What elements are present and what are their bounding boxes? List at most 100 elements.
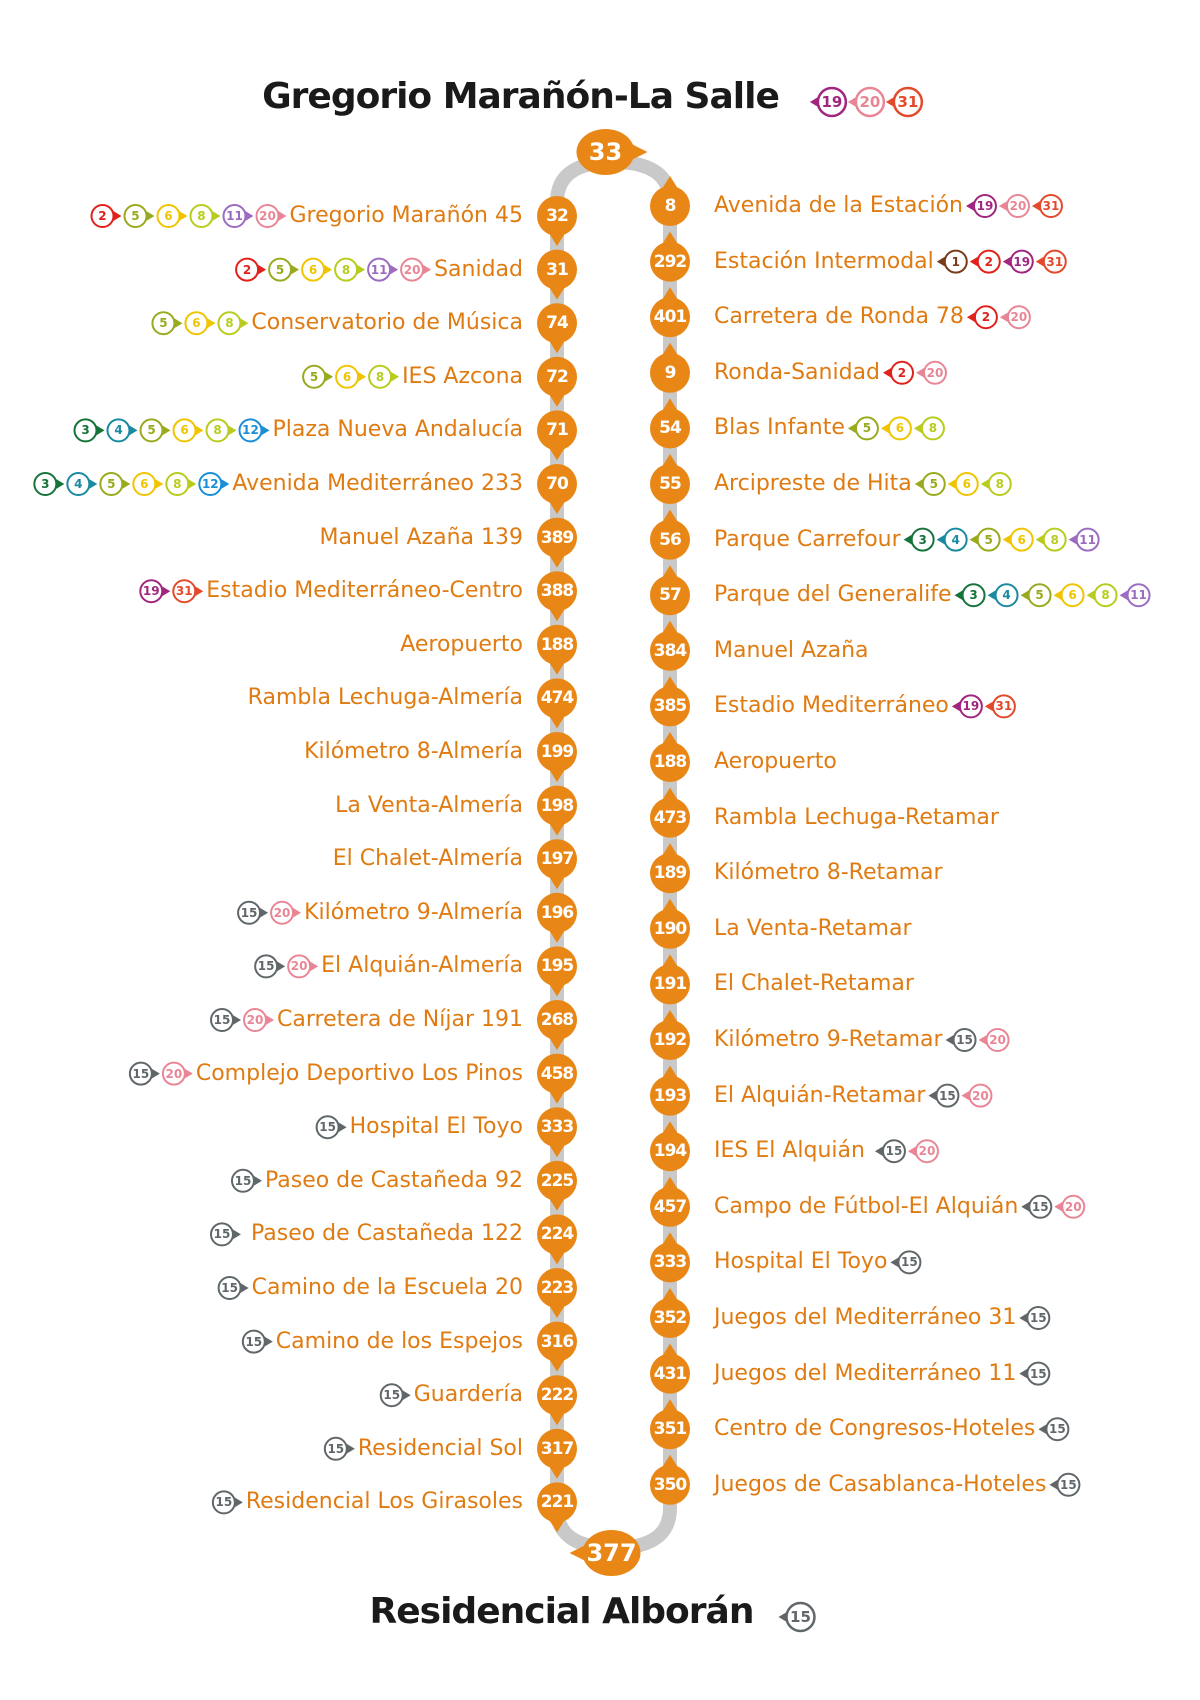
line-number: 6 [895,421,905,436]
stop-code: 473 [653,807,688,828]
line-3-badge [33,472,65,496]
line-8-badge [980,472,1012,496]
line-number: 5 [309,369,319,384]
stop-pin [537,517,577,568]
line-number: 31 [1046,254,1064,269]
line-2-badge [90,204,122,228]
stop-pin [537,892,577,943]
stop-pin [537,410,577,461]
stop-code: 225 [540,1170,575,1191]
line-number: 5 [131,209,140,223]
stop-code: 192 [653,1030,688,1050]
line-15-badge [1021,1194,1053,1219]
line-number: 15 [234,1173,252,1188]
stop-code: 350 [653,1474,688,1495]
stop-pin [650,1232,690,1283]
line-number: 8 [375,369,385,384]
stop-code: 32 [546,206,569,226]
line-8-badge [165,472,197,496]
line-number: 15 [790,1608,811,1626]
line-number: 15 [132,1066,150,1081]
line-15-badge [217,1276,249,1300]
line-number: 8 [213,423,222,438]
line-number: 31 [995,699,1013,714]
stop-code: 351 [653,1419,688,1440]
stop-name: Aeropuerto [714,749,837,774]
stop-code: 388 [540,581,575,602]
stop-code: 70 [546,474,569,494]
line-20-badge [998,194,1030,218]
stop-name: Rambla Lechuga-Almería [247,685,523,711]
top-terminal-code: 33 [588,138,623,166]
stop-name: Kilómetro 9-Almería [304,899,523,925]
line-number: 6 [164,209,173,223]
line-19-badge [139,579,171,604]
line-11-badge [1119,583,1151,608]
stop-pin [650,454,690,504]
stop-pin [537,1214,577,1265]
stop-code: 193 [653,1085,688,1106]
line-number: 15 [213,1227,231,1242]
stop-code: 71 [546,420,569,441]
stop-pin [650,1399,690,1450]
line-number: 4 [114,423,123,438]
stop-name: Plaza Nueva Andalucía [272,417,524,443]
line-number: 20 [1010,310,1028,325]
line-number: 19 [1013,254,1031,269]
line-20-badge [161,1061,193,1086]
line-number: 15 [1049,1422,1066,1437]
line-20-badge [847,86,886,118]
line-31-badge [1031,194,1063,218]
line-number: 31 [175,584,193,599]
line-5-badge [123,204,155,228]
line-number: 15 [885,1144,903,1159]
stop-name: Estación Intermodal [714,248,934,274]
line-20-badge [961,1083,993,1108]
line-15-badge [237,900,269,925]
line-6-badge [301,257,333,282]
line-8-badge [913,416,945,441]
stop-code: 385 [653,696,688,717]
line-number: 15 [383,1388,401,1403]
line-20-badge [287,954,319,979]
line-15-badge [874,1139,906,1164]
line-20-badge [255,204,287,228]
stop-name: Juegos del Mediterráneo 31 [714,1305,1017,1330]
stop-pin [537,1321,577,1372]
stop-name: Juegos del Mediterráneo 11 [714,1360,1017,1386]
stop-code: 198 [540,795,575,816]
line-number: 5 [107,477,116,491]
stop-code: 292 [653,251,688,272]
stop-code: 197 [540,849,575,870]
stop-pin [537,732,577,782]
stop-code: 317 [540,1438,575,1459]
line-number: 20 [403,262,421,277]
line-number: 15 [213,1013,231,1027]
stop-code: 191 [653,974,688,995]
line-number: 6 [1017,532,1026,547]
line-number: 4 [74,477,83,491]
stop-name: Estadio Mediterráneo [714,693,949,719]
stop-name: Avenida de la Estación [714,193,963,218]
stop-name: Centro de Congresos-Hoteles [714,1416,1036,1442]
stop-name: Kilómetro 8-Almería [304,739,523,764]
stop-name: Hospital El Toyo [349,1114,523,1140]
line-20-badge [243,1008,275,1032]
stop-code: 316 [540,1331,575,1352]
bottom-terminal-code: 377 [586,1539,637,1567]
stop-pin [650,1176,690,1227]
line-15-badge [1019,1306,1051,1330]
stop-pin [537,1160,577,1211]
stop-code: 352 [653,1308,688,1328]
line-number: 6 [308,262,318,277]
stop-pin [650,1010,690,1060]
line-number: 20 [246,1013,264,1027]
line-15-badge [210,1008,242,1032]
stop-name: El Chalet-Almería [332,846,523,872]
line-1-badge [936,249,968,274]
line-number: 11 [1130,588,1147,603]
line-number: 11 [226,209,243,223]
stop-code: 54 [659,418,682,439]
